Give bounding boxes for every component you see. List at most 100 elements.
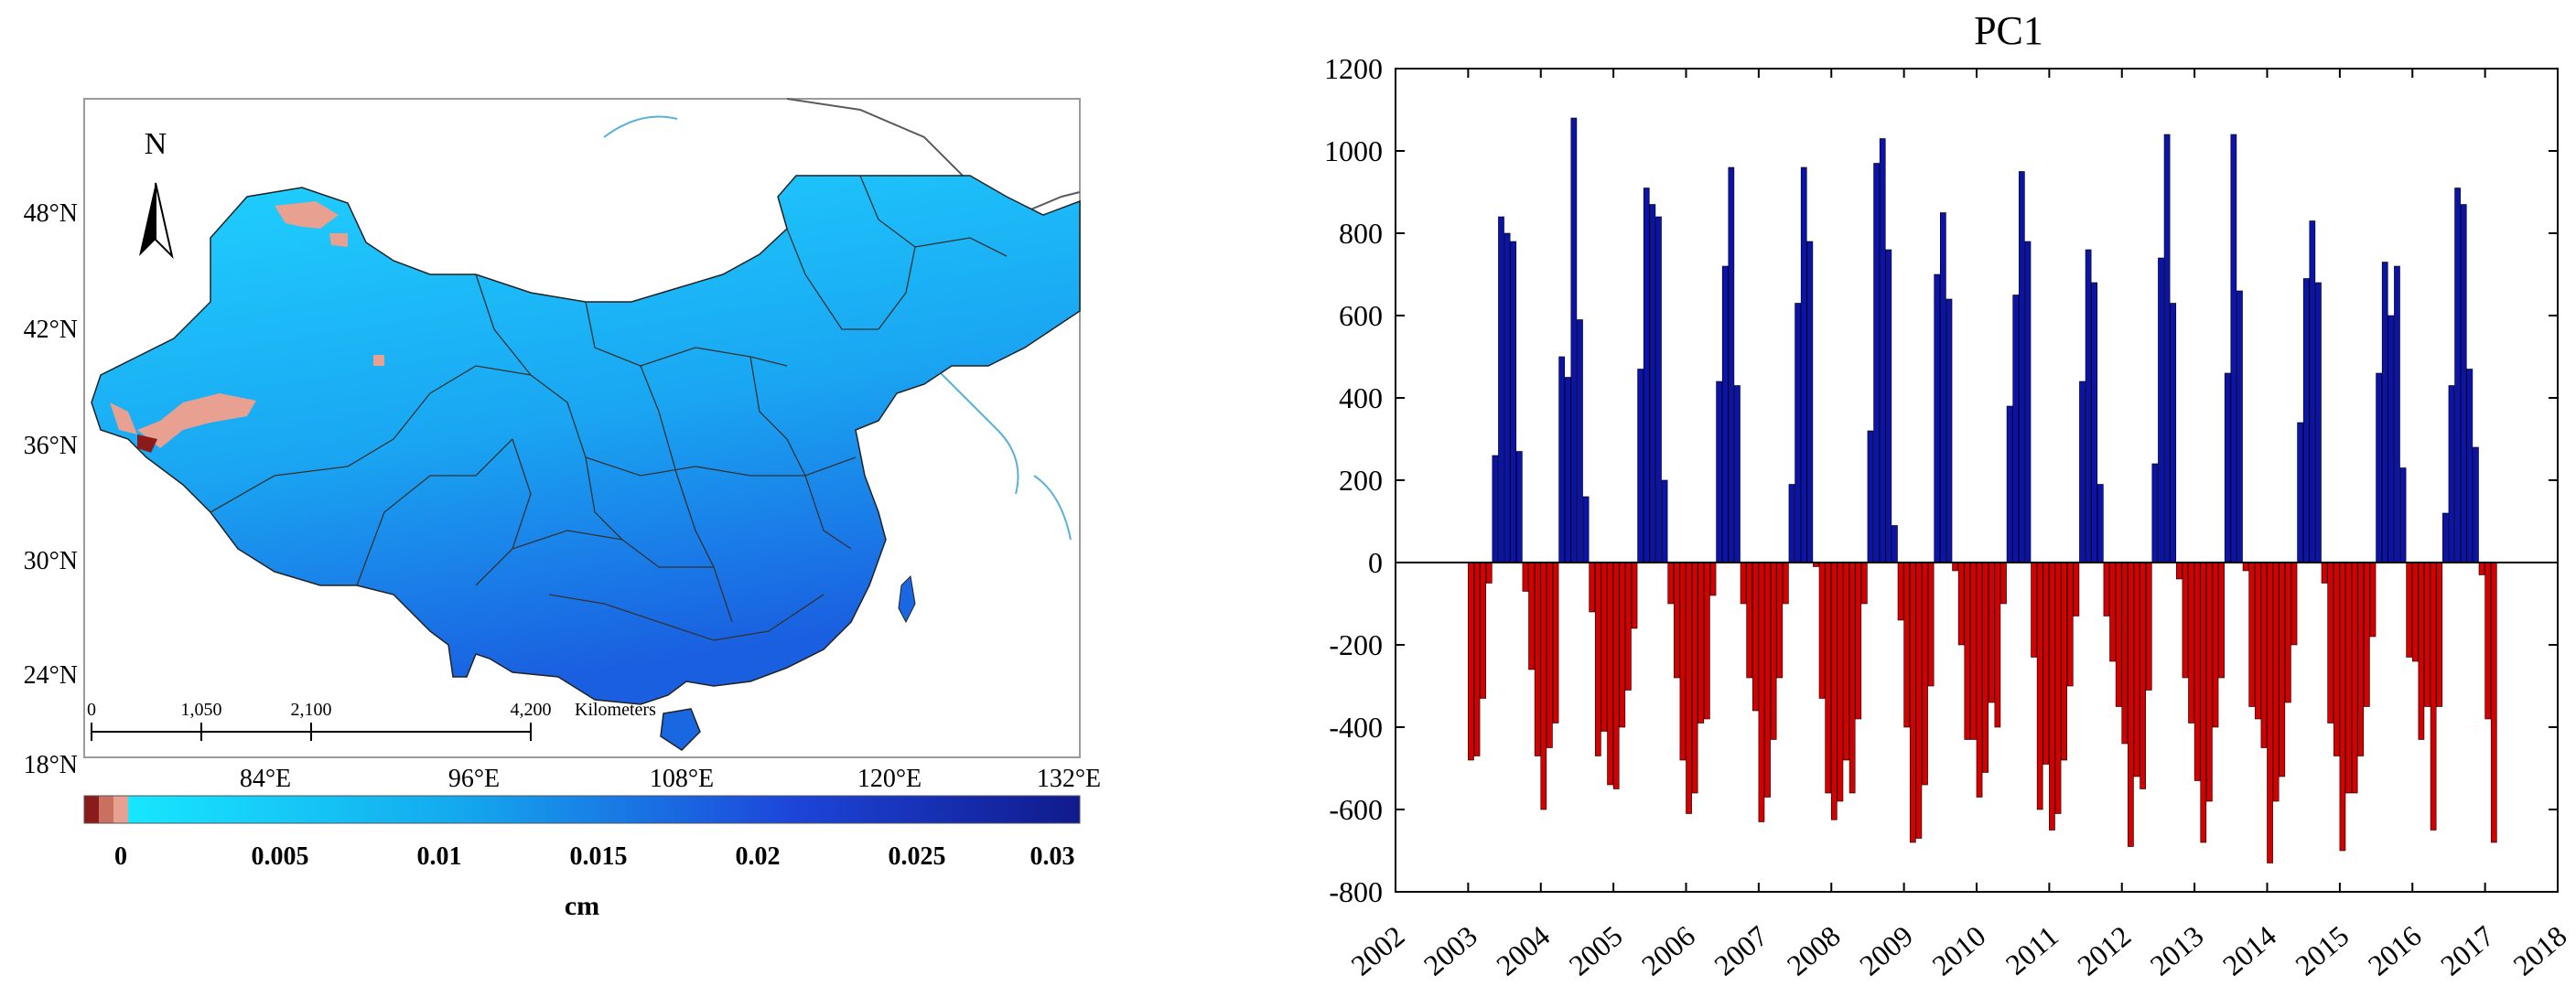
map-figure: N 48°N 42°N 36°N 30°N 24°N 18°N 84°E 96°… <box>24 98 1101 921</box>
bar-negative <box>2128 562 2134 847</box>
bar-negative <box>1534 562 1541 756</box>
bar-negative <box>1848 562 1856 794</box>
bar-negative <box>2267 562 2273 863</box>
y-tick-label: 200 <box>1339 464 1383 497</box>
bar-negative <box>2333 562 2340 756</box>
bar-negative <box>2345 562 2352 794</box>
north-label: N <box>145 127 167 161</box>
bar-negative <box>1667 562 1675 605</box>
bar-negative <box>2121 562 2129 745</box>
bar-negative <box>1861 562 1868 605</box>
bar-negative <box>1770 562 1777 740</box>
lon-label: 96°E <box>448 765 500 793</box>
bar-negative <box>2490 562 2497 843</box>
bar-negative <box>2061 562 2067 761</box>
bar-positive <box>1879 138 1886 563</box>
negative-region <box>275 201 339 229</box>
bar-negative <box>2206 562 2213 802</box>
bar-positive <box>1873 163 1880 563</box>
y-tick-label: 400 <box>1339 381 1383 414</box>
bar-positive <box>2297 422 2303 563</box>
bar-positive <box>2024 241 2032 563</box>
bar-positive <box>2387 315 2395 563</box>
y-tick-label: 1000 <box>1324 134 1383 167</box>
bar-positive <box>2466 369 2474 563</box>
bar-negative <box>1612 562 1620 789</box>
bar-negative <box>1818 562 1826 699</box>
negative-region <box>137 393 256 448</box>
bar-negative <box>1552 562 1559 724</box>
bar-positive <box>1788 484 1795 563</box>
scale-tick-label: 4,200 <box>511 700 552 720</box>
colorbar-tick-label: 0.015 <box>570 842 628 871</box>
bar-negative <box>2103 562 2110 616</box>
bar-negative <box>2411 562 2419 662</box>
bar-negative <box>1746 562 1753 679</box>
bar-positive <box>2158 257 2164 563</box>
bar-negative <box>1673 562 1680 679</box>
scale-tick-label: 0 <box>87 700 96 720</box>
colorbar-tick-label: 0.005 <box>252 842 309 871</box>
bar-negative <box>2478 562 2485 575</box>
bar-negative <box>2139 562 2146 789</box>
bar-negative <box>1691 562 1698 794</box>
bar-positive <box>1655 216 1662 563</box>
colorbar: 0 0.005 0.01 0.015 0.02 0.025 0.03 cm <box>83 795 1081 921</box>
bar-negative <box>2031 562 2037 658</box>
bar-positive <box>1558 356 1565 563</box>
china-landmass <box>91 175 1081 705</box>
bar-positive <box>2085 249 2092 563</box>
negative-region <box>329 233 348 247</box>
bar-negative <box>2285 562 2291 703</box>
bar-negative <box>2357 562 2365 756</box>
bar-negative <box>2109 562 2116 662</box>
bar-negative <box>2248 562 2256 707</box>
colorbar-zero-segment <box>113 796 128 823</box>
bar-negative <box>1528 562 1535 670</box>
bar-negative <box>1679 562 1687 761</box>
bar-positive <box>1721 265 1729 563</box>
bar-positive <box>1649 204 1656 563</box>
bar-positive <box>1728 166 1735 563</box>
lon-label: 108°E <box>650 765 714 793</box>
negative-region <box>373 355 384 366</box>
colorbar-tick-label: 0.01 <box>417 842 462 871</box>
bar-positive <box>2381 262 2388 563</box>
bar-positive <box>1885 249 1892 563</box>
bar-positive <box>1498 216 1504 563</box>
bar-negative <box>2212 562 2219 728</box>
bar-positive <box>1867 430 1874 563</box>
bar-negative <box>1927 562 1935 687</box>
lon-label: 120°E <box>857 765 922 793</box>
x-tick-label: 2004 <box>1490 919 1556 982</box>
lat-label: 36°N <box>24 432 78 460</box>
bar-negative <box>2484 562 2492 720</box>
bar-positive <box>1582 496 1590 563</box>
bar-negative <box>1601 562 1608 732</box>
bar-positive <box>1716 381 1722 563</box>
bar-positive <box>2236 290 2243 563</box>
coastline <box>603 115 678 138</box>
negative-region-strong <box>137 434 157 453</box>
bar-negative <box>2424 562 2430 707</box>
colorbar-negative-segment <box>99 796 113 823</box>
bar-negative <box>1468 562 1474 761</box>
bar-negative <box>2242 562 2249 572</box>
bar-negative <box>2200 562 2207 843</box>
bar-negative <box>1976 562 1983 798</box>
bar-negative <box>2406 562 2413 658</box>
lat-label: 18°N <box>24 751 78 779</box>
bar-positive <box>2448 385 2455 563</box>
x-tick-label: 2017 <box>2434 919 2500 982</box>
bar-negative <box>2175 562 2183 580</box>
bar-positive <box>1637 369 1644 563</box>
y-tick-label: -200 <box>1329 628 1383 661</box>
bar-positive <box>2079 381 2086 563</box>
x-tick-label: 2015 <box>2289 919 2355 982</box>
bar-negative <box>1825 562 1832 794</box>
x-tick-label: 2018 <box>2506 919 2572 982</box>
colorbar-gradient <box>128 796 1080 823</box>
x-tick-label: 2005 <box>1562 919 1628 982</box>
bar-positive <box>2376 372 2382 563</box>
x-tick-label: 2013 <box>2143 919 2209 982</box>
